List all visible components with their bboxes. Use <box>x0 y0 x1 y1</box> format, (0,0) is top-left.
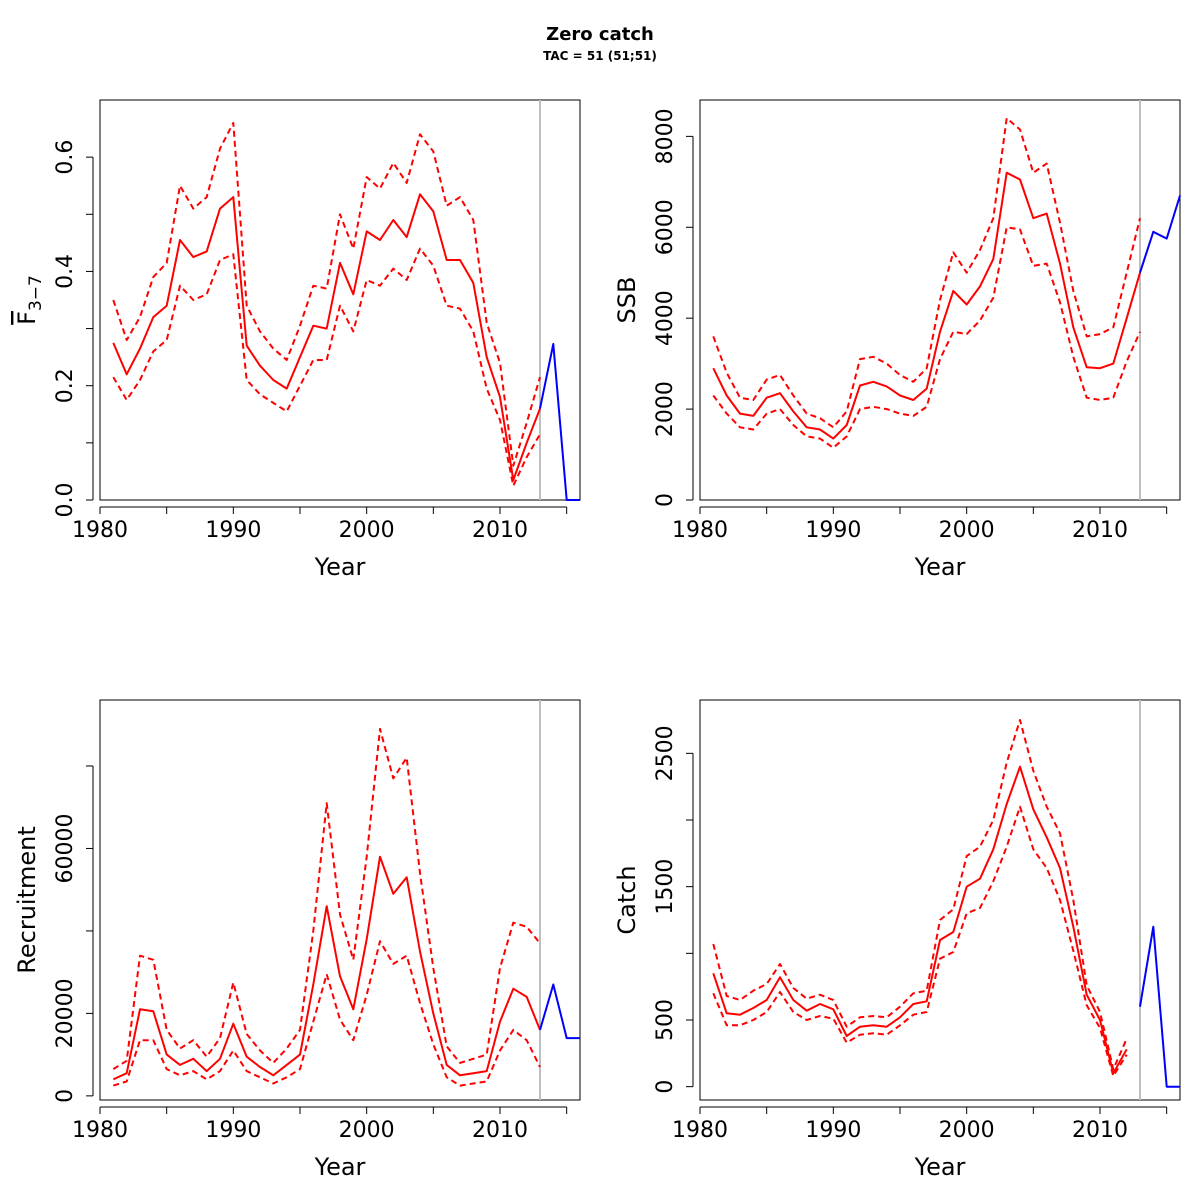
plot-box <box>699 699 1181 1101</box>
series-estimate <box>712 765 1128 1075</box>
y-tick-label: 0.6 <box>53 140 78 175</box>
series-lower <box>112 247 541 487</box>
y-tick-label: 1500 <box>653 859 678 915</box>
x-axis: 1980 1990 2000 2010 <box>72 506 568 543</box>
x-tick-label: 2000 <box>339 518 395 543</box>
series-lower <box>712 226 1141 449</box>
x-axis: 1980 1990 2000 2010 <box>672 1106 1168 1143</box>
series-upper <box>712 117 1141 429</box>
panel-ssb: 1980 1990 2000 2010 Year 0 2000 4000 6000 8000 SSB <box>613 99 1181 581</box>
y-axis: 0 2000 4000 6000 8000 <box>653 108 694 507</box>
x-tick-label: 2010 <box>472 1118 528 1143</box>
series-upper <box>112 727 541 1070</box>
y-axis-label: F3−7 <box>13 275 46 325</box>
x-tick-label: 1980 <box>672 1118 728 1143</box>
panel-catch: 1980 1990 2000 2010 Year 0 500 1500 2500 Catch <box>613 699 1181 1181</box>
series-estimate <box>712 171 1141 440</box>
x-tick-label: 1990 <box>205 1118 261 1143</box>
y-tick-label: 0.2 <box>53 368 78 403</box>
panel-recruitment: 1980 1990 2000 2010 Year 0 20000 60000 Recruitme… <box>13 699 581 1181</box>
x-axis-label: Year <box>914 553 966 581</box>
x-tick-label: 1980 <box>672 518 728 543</box>
y-tick-label: 0 <box>53 1089 78 1103</box>
x-tick-label: 2010 <box>1072 1118 1128 1143</box>
series-upper <box>712 719 1128 1071</box>
series-upper <box>112 121 541 467</box>
y-axis: 0 500 1500 2500 <box>653 725 694 1094</box>
panel-fbar: 1980 1990 2000 2010 Year 0.0 0.2 0.4 0.6 F3−7 <box>13 99 581 581</box>
series-forecast <box>539 343 580 501</box>
y-axis: 0 20000 60000 <box>53 765 94 1103</box>
x-tick-label: 2010 <box>1072 518 1128 543</box>
x-axis-label: Year <box>914 1153 966 1181</box>
y-axis: 0.0 0.2 0.4 0.6 <box>53 140 94 518</box>
figure-title: Zero catch <box>546 24 654 45</box>
series-forecast <box>539 983 580 1040</box>
plot-box <box>99 699 581 1101</box>
x-axis-label: Year <box>314 553 366 581</box>
y-tick-label: 0 <box>653 493 678 507</box>
figure-subtitle: TAC = 51 (51;51) <box>543 49 657 63</box>
y-tick-label: 2500 <box>653 725 678 781</box>
y-tick-label: 8000 <box>653 108 678 164</box>
x-tick-label: 1980 <box>72 518 128 543</box>
x-tick-label: 2010 <box>472 518 528 543</box>
y-tick-label: 4000 <box>653 290 678 346</box>
y-axis-label: Recruitment <box>13 826 41 973</box>
y-tick-label: 6000 <box>653 199 678 255</box>
plot-box <box>699 99 1181 501</box>
y-tick-label: 60000 <box>53 813 78 883</box>
series-forecast <box>1139 925 1180 1088</box>
x-tick-label: 2000 <box>939 1118 995 1143</box>
series-lower <box>113 940 541 1087</box>
y-axis-label-main: F <box>13 311 41 325</box>
x-axis: 1980 1990 2000 2010 <box>672 506 1168 543</box>
x-tick-label: 2000 <box>939 518 995 543</box>
y-axis-label: Catch <box>613 865 641 934</box>
series-estimate <box>112 855 541 1081</box>
x-axis-label: Year <box>314 1153 366 1181</box>
series-estimate <box>112 193 541 481</box>
y-tick-label: 0.4 <box>53 254 78 289</box>
series-lower <box>712 805 1128 1077</box>
x-tick-label: 2000 <box>339 1118 395 1143</box>
x-axis: 1980 1990 2000 2010 <box>72 1106 568 1143</box>
x-tick-label: 1990 <box>205 518 261 543</box>
plot-box <box>99 99 581 501</box>
y-tick-label: 2000 <box>653 381 678 437</box>
y-axis-label-subscript: 3−7 <box>26 275 46 311</box>
x-tick-label: 1980 <box>72 1118 128 1143</box>
x-tick-label: 1990 <box>805 518 861 543</box>
y-tick-label: 500 <box>653 999 678 1041</box>
y-tick-label: 20000 <box>53 978 78 1048</box>
series-forecast <box>1139 195 1181 274</box>
y-tick-label: 0 <box>653 1080 678 1094</box>
y-axis-label: SSB <box>613 277 641 324</box>
y-tick-label: 0.0 <box>53 483 78 518</box>
x-tick-label: 1990 <box>805 1118 861 1143</box>
